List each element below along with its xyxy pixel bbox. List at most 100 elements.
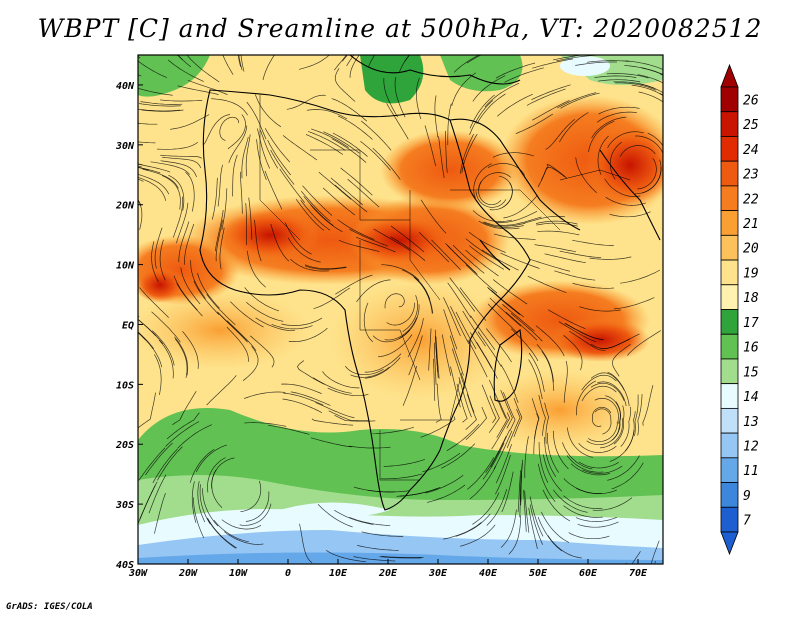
streamline — [477, 331, 502, 367]
streamline — [592, 497, 633, 511]
streamline — [542, 489, 571, 522]
streamline — [500, 252, 540, 269]
streamline — [416, 77, 422, 120]
streamline — [443, 522, 482, 540]
streamline — [547, 535, 582, 559]
streamline — [326, 550, 367, 563]
streamline — [240, 480, 262, 512]
streamline — [563, 335, 583, 371]
streamline — [559, 112, 589, 143]
streamline — [315, 402, 355, 419]
colorbar-label: 25 — [743, 118, 759, 133]
streamline — [600, 333, 640, 350]
streamline — [317, 504, 353, 528]
streamline — [459, 524, 496, 547]
colorbar-label: 18 — [743, 291, 759, 306]
streamline — [178, 221, 190, 263]
streamline — [139, 287, 169, 318]
streamline — [334, 68, 356, 102]
streamline — [517, 470, 522, 513]
streamline — [372, 147, 401, 180]
streamline — [190, 260, 206, 299]
streamline — [226, 326, 249, 362]
streamline — [576, 487, 617, 495]
streamline — [452, 245, 485, 274]
colorbar-box — [720, 234, 739, 261]
streamline — [465, 406, 488, 440]
streamline — [242, 345, 259, 381]
streamline — [460, 133, 474, 174]
streamline — [535, 220, 578, 225]
colorbar-label: 21 — [743, 217, 759, 232]
streamline — [203, 114, 231, 146]
streamline — [490, 429, 511, 468]
streamline — [489, 297, 522, 327]
streamline — [566, 455, 604, 473]
map-frame — [137, 54, 664, 565]
streamline — [360, 120, 392, 151]
streamline — [420, 416, 456, 438]
streamline — [510, 328, 539, 362]
streamline — [151, 241, 159, 283]
streamline — [165, 421, 200, 447]
streamline — [485, 435, 507, 473]
streamline — [528, 352, 545, 392]
streamline — [138, 123, 158, 125]
streamline — [402, 295, 418, 332]
streamline — [279, 168, 305, 203]
streamline — [295, 198, 325, 231]
streamline — [486, 489, 508, 526]
streamline — [537, 166, 565, 187]
streamline — [148, 474, 167, 514]
streamline — [264, 170, 283, 210]
streamline — [157, 446, 183, 481]
streamline — [390, 225, 425, 253]
streamline — [160, 154, 202, 159]
streamline — [481, 249, 519, 271]
streamline — [624, 65, 663, 75]
streamline — [383, 77, 398, 118]
streamline — [159, 239, 166, 281]
streamline — [138, 167, 149, 171]
lon-tick-label: 50E — [529, 568, 548, 579]
streamline — [513, 397, 523, 438]
streamline — [575, 61, 617, 66]
streamline — [349, 516, 391, 527]
streamline — [462, 310, 486, 347]
streamline — [176, 282, 203, 317]
streamline — [500, 509, 517, 548]
streamline — [575, 157, 597, 193]
streamline — [467, 339, 488, 378]
streamline — [304, 264, 347, 270]
streamline — [246, 301, 284, 322]
streamline — [594, 398, 619, 424]
streamline — [282, 398, 323, 414]
streamline — [455, 311, 477, 350]
streamline — [402, 269, 431, 300]
streamline — [364, 357, 401, 379]
streamline — [288, 327, 328, 342]
streamline — [335, 274, 373, 295]
streamline — [495, 62, 536, 79]
lat-tick-label: 10N — [116, 261, 135, 272]
streamline — [408, 335, 423, 376]
lat-tick-label: 20S — [115, 440, 134, 451]
streamline — [193, 281, 220, 315]
streamline — [554, 270, 596, 281]
streamline — [572, 282, 614, 289]
streamline — [348, 445, 391, 449]
streamline — [386, 103, 409, 140]
streamline — [598, 79, 641, 83]
coastlines — [199, 55, 661, 511]
streamline — [481, 384, 497, 424]
lat-tick-label: 40S — [116, 560, 134, 571]
streamline — [451, 348, 466, 389]
streamline — [639, 83, 663, 94]
streamline — [207, 518, 237, 549]
streamline — [484, 82, 520, 108]
streamline — [588, 421, 618, 443]
streamline — [563, 495, 603, 509]
streamline — [420, 199, 447, 234]
streamline — [469, 332, 493, 369]
streamline — [249, 335, 275, 368]
